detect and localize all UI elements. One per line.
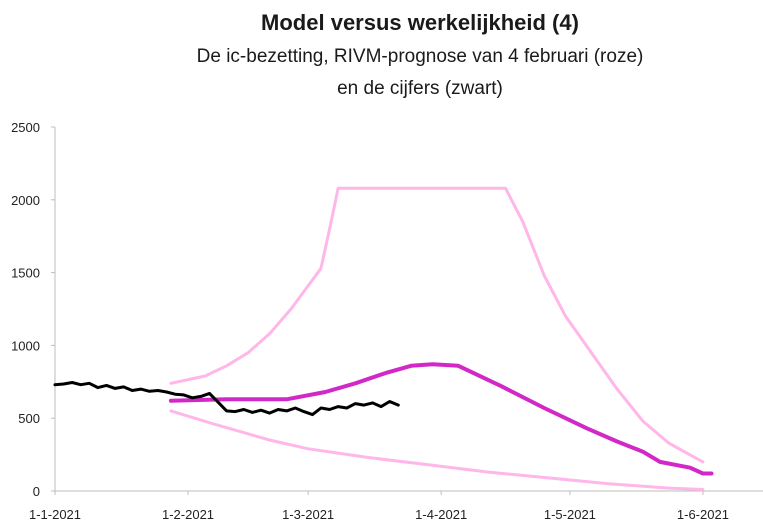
x-tick-label: 1-4-2021 <box>415 507 467 522</box>
x-tick-label: 1-1-2021 <box>29 507 81 522</box>
x-tick-label: 1-6-2021 <box>677 507 729 522</box>
x-tick-label: 1-2-2021 <box>162 507 214 522</box>
y-tick-label: 1000 <box>11 338 40 353</box>
series-line-3 <box>169 409 705 491</box>
x-tick-label: 1-3-2021 <box>282 507 334 522</box>
y-tick-label: 2500 <box>11 120 40 135</box>
chart-title: Model versus werkelijkheid (4) <box>261 10 579 35</box>
chart-subtitle-line-1: De ic-bezetting, RIVM-prognose van 4 feb… <box>196 46 644 67</box>
y-tick-label: 500 <box>18 411 40 426</box>
y-tick-label: 0 <box>33 484 40 499</box>
series-line-4 <box>53 381 400 417</box>
y-tick-label: 2000 <box>11 193 40 208</box>
tick-labels: 0 500 1000 1500 2000 2500 1-1-2021 1-2-2021 1-3-… <box>11 120 729 522</box>
series-line-1 <box>169 186 705 464</box>
x-tick-label: 1-5-2021 <box>544 507 596 522</box>
chart-subtitle-line-2: en de cijfers (zwart) <box>337 78 503 99</box>
chart-axes <box>51 126 763 495</box>
series-line-2 <box>168 362 714 476</box>
plot-area <box>53 186 714 491</box>
y-tick-label: 1500 <box>11 266 40 281</box>
